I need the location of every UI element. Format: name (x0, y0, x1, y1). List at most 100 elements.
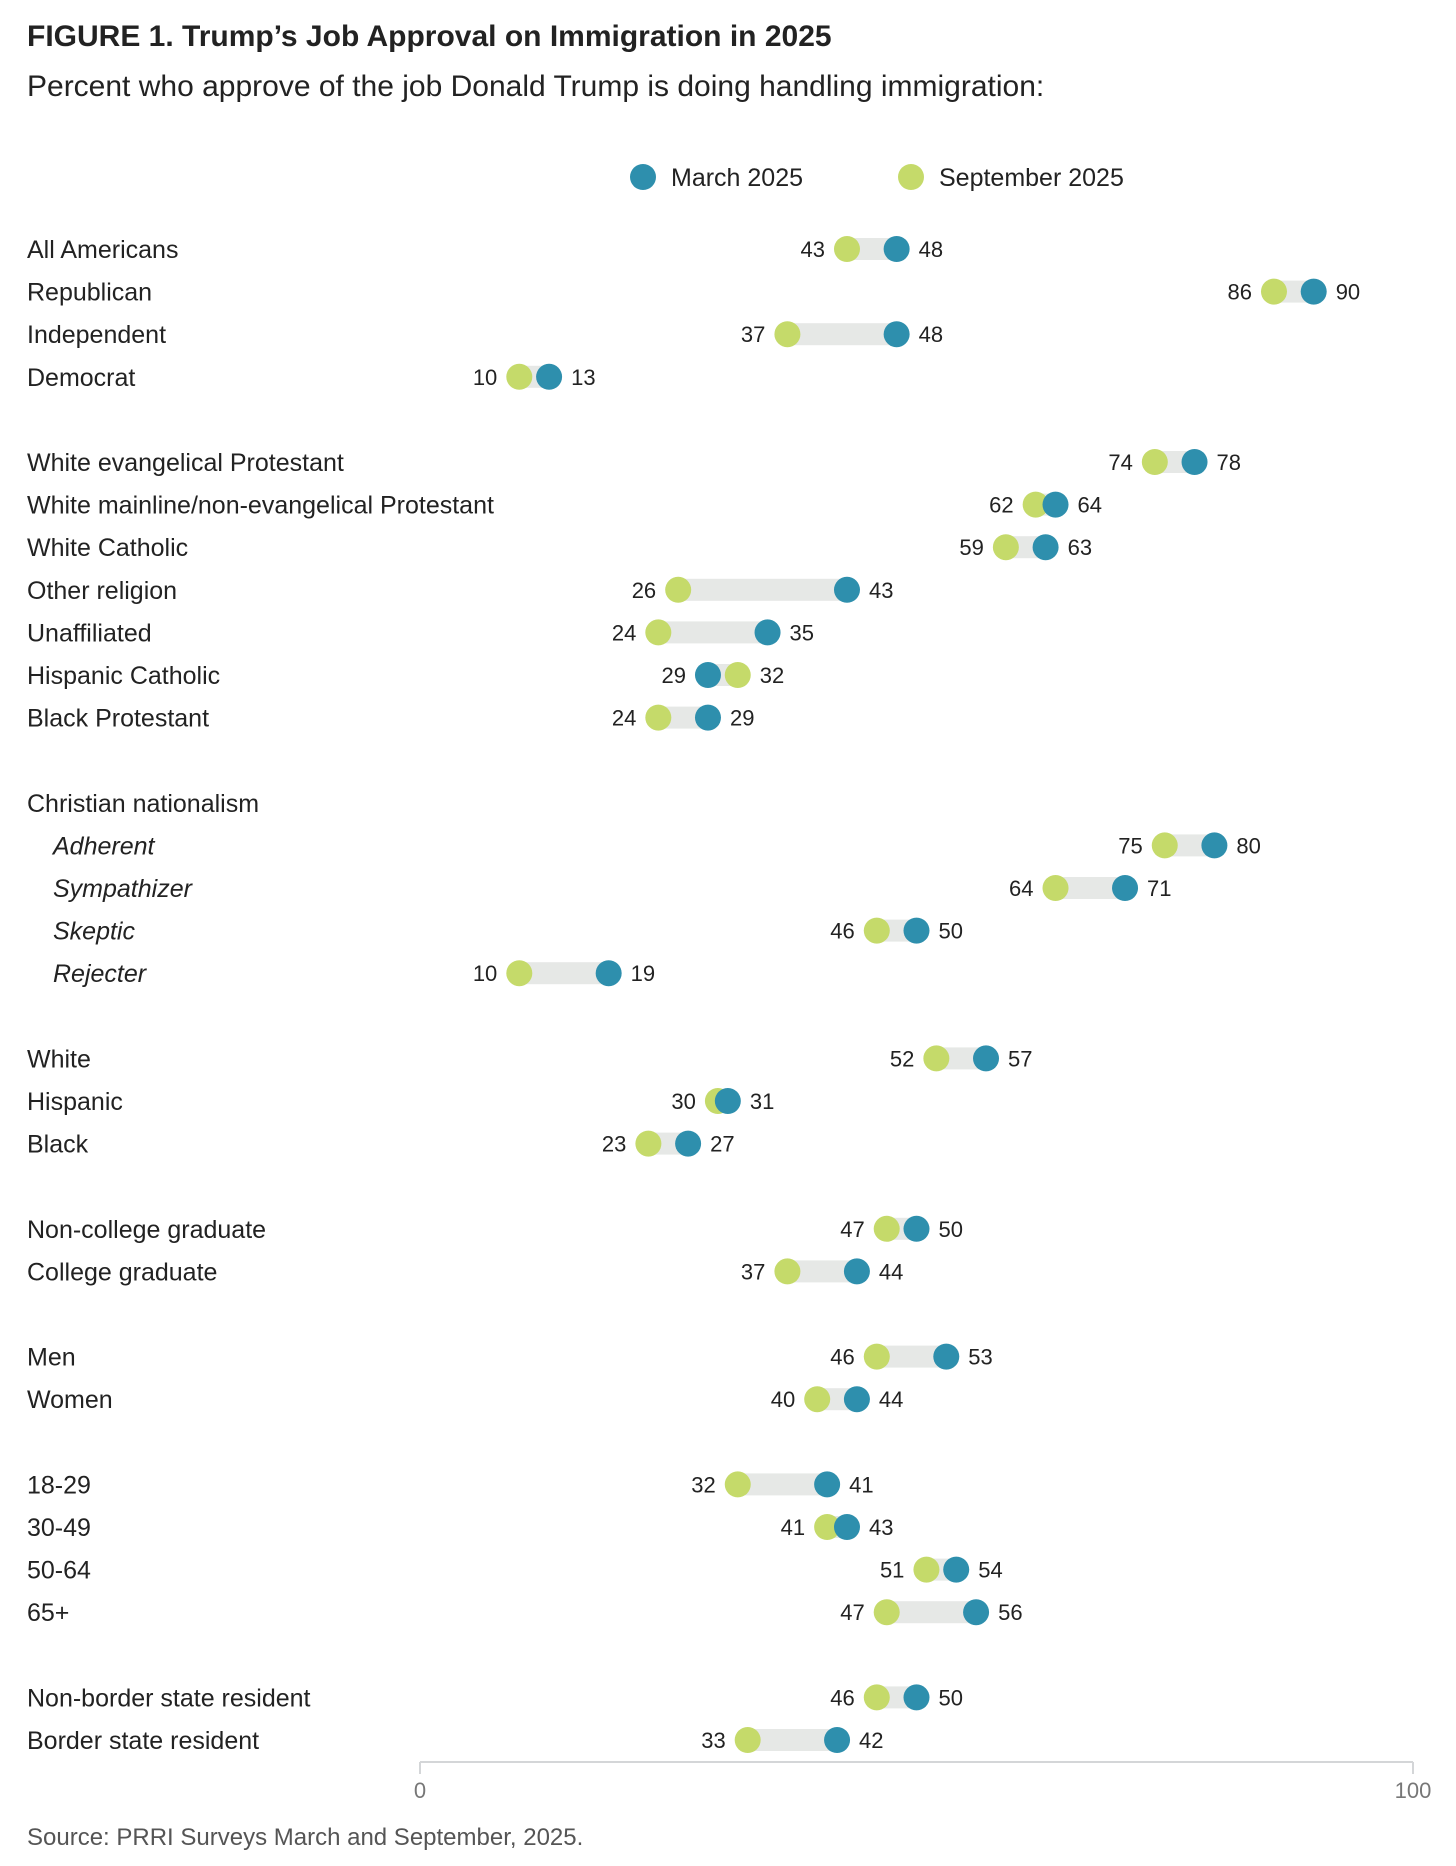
chart-row: Independent 37 48 (27, 321, 943, 349)
chart-row: Unaffiliated 24 35 (27, 619, 814, 647)
september-dot (724, 662, 751, 688)
march-dot (824, 1727, 851, 1753)
september-dot (913, 1556, 940, 1583)
row-label: White (27, 1045, 91, 1073)
row-label: Women (27, 1386, 113, 1414)
row-label: Non-border state resident (27, 1684, 311, 1712)
march-dot (1201, 832, 1228, 859)
value-label-low: 24 (612, 706, 636, 731)
chart-row: Non-border state resident 46 50 (27, 1684, 963, 1712)
value-label-high: 29 (730, 706, 754, 731)
march-dot (973, 1045, 1000, 1072)
chart-row: White evangelical Protestant 74 78 (27, 449, 1241, 477)
chart-row: White Catholic 59 63 (27, 534, 1092, 562)
september-dot (804, 1386, 831, 1413)
value-label-high: 42 (859, 1728, 883, 1753)
legend-march-label: March 2025 (671, 164, 803, 192)
connector-bar (678, 578, 847, 601)
march-dot (814, 1471, 841, 1498)
march-dot (714, 1088, 741, 1114)
figure-subtitle: Percent who approve of the job Donald Tr… (27, 70, 1045, 103)
march-dot (694, 704, 721, 731)
value-label-high: 57 (1008, 1046, 1032, 1071)
row-label: Border state resident (27, 1727, 259, 1755)
chart-row: College graduate 37 44 (27, 1258, 903, 1286)
march-dot (903, 1215, 930, 1242)
march-dot (536, 363, 563, 390)
row-label: White mainline/non-evangelical Protestan… (27, 492, 494, 520)
september-dot (873, 1215, 900, 1242)
march-dot (1032, 534, 1059, 561)
group-heading: Christian nationalism (27, 790, 259, 818)
march-dot (903, 917, 930, 944)
value-label-high: 50 (939, 1685, 963, 1710)
connector-bar (886, 1601, 977, 1624)
september-dot (1260, 278, 1287, 305)
legend-september-label: September 2025 (939, 164, 1124, 192)
value-label-low: 46 (830, 919, 854, 944)
value-label-high: 50 (939, 919, 963, 944)
value-label-high: 48 (919, 322, 943, 347)
connector-bar (846, 238, 897, 260)
march-dot (933, 1343, 960, 1370)
row-label: Democrat (27, 364, 135, 392)
value-label-low: 51 (880, 1558, 904, 1583)
value-label-low: 46 (830, 1685, 854, 1710)
chart-rows: All Americans 43 48 Republican 86 90 Independe… (27, 236, 1360, 1755)
row-label: 50-64 (27, 1557, 91, 1585)
chart-row: Hispanic 30 31 (27, 1088, 774, 1116)
row-label: Rejecter (53, 960, 148, 988)
value-label-low: 32 (691, 1472, 715, 1497)
legend-september-marker (898, 164, 924, 190)
september-dot (833, 236, 860, 262)
chart-row: Rejecter 10 19 (53, 960, 655, 988)
connector-bar (737, 1473, 828, 1496)
x-tick-label: 100 (1395, 1778, 1432, 1803)
row-label: Black (27, 1131, 89, 1159)
value-label-high: 53 (968, 1345, 992, 1370)
value-label-low: 29 (661, 663, 685, 688)
x-axis: 0 100 (414, 1761, 1432, 1803)
september-dot (923, 1045, 950, 1072)
row-label: College graduate (27, 1258, 217, 1286)
chart-row: 65+ 47 56 (27, 1599, 1023, 1627)
value-label-high: 50 (939, 1217, 963, 1242)
march-dot (963, 1599, 990, 1626)
september-dot (774, 1258, 801, 1285)
row-label: White Catholic (27, 534, 188, 562)
value-label-low: 64 (1009, 876, 1033, 901)
connector-bar (519, 962, 609, 985)
value-label-low: 59 (959, 535, 983, 560)
chart-row: Black Protestant 24 29 (27, 704, 754, 733)
chart-row: Men 46 53 (27, 1343, 993, 1372)
value-label-low: 74 (1108, 450, 1132, 475)
row-label: 65+ (27, 1599, 69, 1627)
chart-row: Democrat 10 13 (27, 363, 596, 392)
row-label: Hispanic (27, 1088, 123, 1116)
row-label: Non-college graduate (27, 1216, 266, 1244)
value-label-low: 43 (801, 237, 825, 262)
chart-row: Black 23 27 (27, 1130, 735, 1159)
march-dot (675, 1130, 702, 1157)
march-dot (943, 1556, 970, 1583)
legend-march-marker (630, 164, 656, 190)
row-label: Independent (27, 321, 166, 349)
row-label: Other religion (27, 577, 177, 605)
value-label-low: 33 (701, 1728, 725, 1753)
september-dot (1151, 832, 1178, 859)
value-label-high: 32 (760, 663, 784, 688)
september-dot (506, 960, 533, 987)
value-label-high: 31 (750, 1089, 774, 1114)
chart-row: 18-29 32 41 (27, 1471, 874, 1499)
september-dot (873, 1599, 900, 1626)
march-dot (833, 576, 860, 603)
value-label-low: 26 (632, 578, 656, 603)
value-label-high: 63 (1068, 535, 1092, 560)
connector-bar (787, 1260, 857, 1283)
value-label-low: 23 (602, 1132, 626, 1157)
row-label: Unaffiliated (27, 619, 152, 647)
september-dot (863, 917, 890, 944)
chart-row: Hispanic Catholic 29 32 (27, 662, 784, 690)
connector-bar (658, 706, 708, 729)
row-label: Hispanic Catholic (27, 662, 220, 690)
